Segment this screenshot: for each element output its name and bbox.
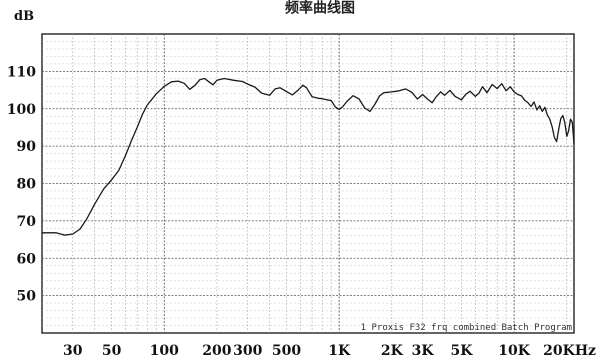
x-tick-label: 2K	[381, 343, 404, 358]
x-tick-label: 300	[233, 343, 262, 358]
y-tick-label: 90	[17, 139, 37, 155]
x-tick-label: 100	[150, 343, 179, 358]
y-axis-ticks: 110 100 90 80 70 60 50	[7, 64, 36, 304]
y-tick-label: 60	[17, 251, 37, 267]
y-tick-label: 100	[7, 102, 36, 118]
x-tick-label: 500	[272, 343, 301, 358]
y-tick-label: 50	[17, 289, 37, 305]
chart-annotation: 1 Proxis F32 frq combined Batch Program	[361, 323, 572, 333]
frequency-response-line	[42, 77, 575, 236]
major-grid	[42, 34, 574, 333]
x-tick-label: 200	[202, 343, 231, 358]
y-tick-label: 80	[17, 177, 37, 193]
x-axis-ticks: 30 50 100 200 300 500 1K 2K 3K 5K 10K 20KHz	[63, 343, 596, 358]
x-tick-label: 50	[102, 343, 122, 358]
minor-grid	[42, 34, 574, 333]
x-tick-label: 20KHz	[543, 343, 596, 358]
chart-title: 频率曲线图	[285, 0, 355, 17]
x-tick-label: 5K	[450, 343, 473, 358]
y-axis-unit-label: dB	[14, 9, 34, 24]
x-tick-label: 10K	[498, 343, 530, 358]
y-tick-label: 110	[7, 64, 36, 80]
x-tick-label: 3K	[412, 343, 435, 358]
y-tick-label: 70	[17, 214, 37, 230]
x-tick-label: 1K	[328, 343, 351, 358]
x-tick-label: 30	[63, 343, 83, 358]
